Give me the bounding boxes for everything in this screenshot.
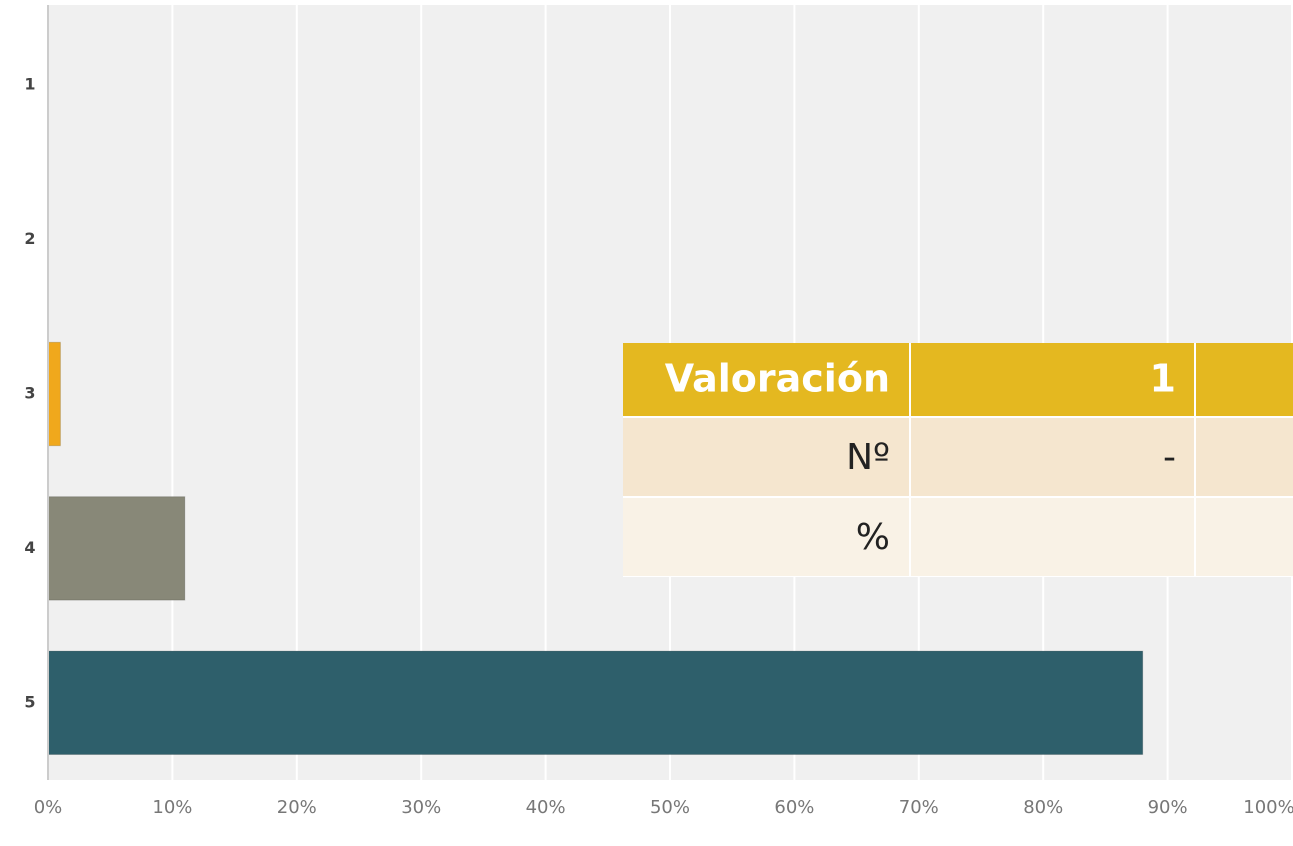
table: Valoración 1 Nº - % xyxy=(623,343,1293,577)
y-tick-label: 3 xyxy=(24,384,35,403)
x-tick-label: 40% xyxy=(526,797,566,818)
cell xyxy=(911,418,1194,496)
cell xyxy=(623,498,909,576)
y-tick-label: 5 xyxy=(24,692,35,711)
x-tick-label: 50% xyxy=(650,797,690,818)
x-tick-label: 20% xyxy=(277,797,317,818)
x-tick-label: 100% xyxy=(1243,797,1293,818)
cell-text: - xyxy=(1163,437,1176,478)
header-cell xyxy=(1196,343,1293,416)
bar xyxy=(47,496,186,601)
bar xyxy=(47,650,1144,756)
cell xyxy=(623,418,909,496)
cell xyxy=(911,498,1194,576)
cell xyxy=(1196,418,1293,496)
header-cell xyxy=(623,343,909,416)
x-tick-label: 0% xyxy=(34,797,63,818)
y-tick-label: 2 xyxy=(24,229,35,248)
bar xyxy=(47,341,61,447)
x-tick-label: 30% xyxy=(401,797,441,818)
x-tick-label: 60% xyxy=(774,797,814,818)
x-tick-label: 90% xyxy=(1148,797,1188,818)
y-tick-label: 4 xyxy=(24,538,35,557)
cell-text: % xyxy=(856,517,890,558)
x-tick-label: 70% xyxy=(899,797,939,818)
cell-text: Nº xyxy=(846,437,890,478)
header-text: 1 xyxy=(1150,357,1176,401)
header-cell xyxy=(911,343,1194,416)
y-tick-label: 1 xyxy=(24,75,35,94)
x-tick-label: 80% xyxy=(1023,797,1063,818)
x-tick-label: 10% xyxy=(152,797,192,818)
header-text: Valoración xyxy=(665,357,890,401)
cell xyxy=(1196,498,1293,576)
